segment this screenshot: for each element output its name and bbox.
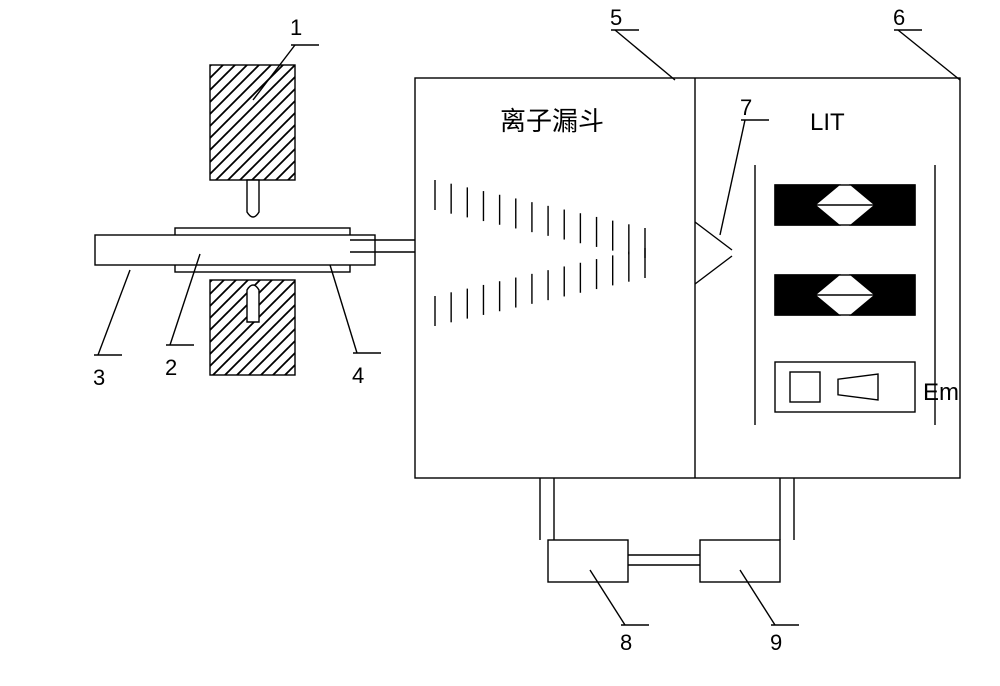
svg-text:3: 3 <box>93 365 105 390</box>
diagram-svg: 离子漏斗 LIT Em 1 2 3 4 5 6 7 8 9 <box>0 0 1000 686</box>
svg-text:7: 7 <box>740 95 752 120</box>
svg-text:LIT: LIT <box>810 109 845 136</box>
svg-text:6: 6 <box>893 5 905 30</box>
svg-text:5: 5 <box>610 5 622 30</box>
svg-text:2: 2 <box>165 355 177 380</box>
svg-text:离子漏斗: 离子漏斗 <box>500 106 604 136</box>
svg-text:Em: Em <box>923 379 959 406</box>
diagram-root: 离子漏斗 LIT Em 1 2 3 4 5 6 7 8 9 <box>0 0 1000 686</box>
svg-text:4: 4 <box>352 363 364 388</box>
svg-text:9: 9 <box>770 630 782 655</box>
svg-text:1: 1 <box>290 15 302 40</box>
svg-text:8: 8 <box>620 630 632 655</box>
